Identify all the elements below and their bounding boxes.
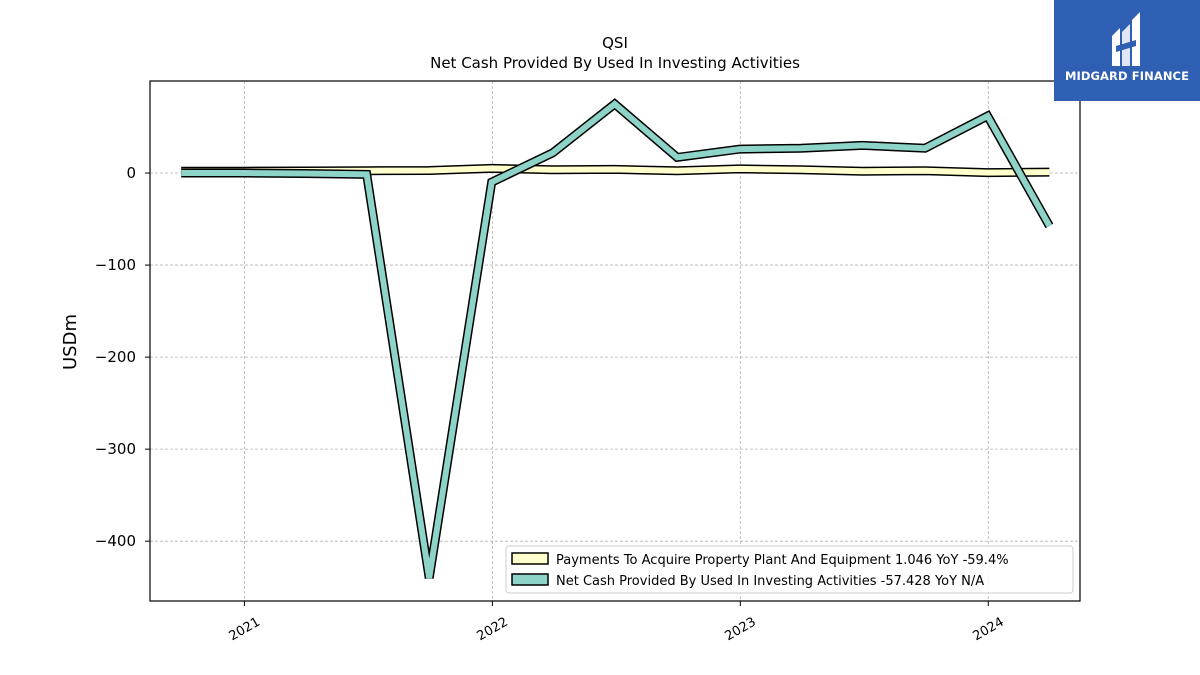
x-tick-label: 2022 [475,615,511,645]
legend-label-investing: Net Cash Provided By Used In Investing A… [556,574,984,589]
logo-mark-icon [1112,12,1140,66]
legend-swatch-investing [511,573,549,586]
y-tick-label: −200 [95,348,136,366]
y-tick-label: −100 [95,256,136,274]
chart-subtitle: Net Cash Provided By Used In Investing A… [430,54,800,72]
chart-title: QSI [602,34,628,52]
y-tick-label: 0 [126,164,136,182]
legend-frame [505,545,1074,594]
y-tick-label: −400 [95,532,136,550]
x-tick-label: 2021 [227,615,263,645]
legend: Payments To Acquire Property Plant And E… [505,545,1074,594]
axis-ticks: 0 −100 −200 −300 −400 2021 2022 2023 2024 [95,164,1007,644]
brand-logo: MIDGARD FINANCE [1054,0,1200,101]
x-tick-label: 2024 [970,615,1006,645]
x-tick-label: 2023 [723,615,759,645]
y-tick-label: −300 [95,440,136,458]
series-group [181,98,1054,579]
plot-frame [149,80,1081,602]
legend-swatch-ppe [511,552,549,565]
y-axis-label: USDm [60,314,81,370]
logo-text: MIDGARD FINANCE [1064,69,1190,83]
legend-label-ppe: Payments To Acquire Property Plant And E… [556,553,1009,568]
grid [150,81,1080,601]
